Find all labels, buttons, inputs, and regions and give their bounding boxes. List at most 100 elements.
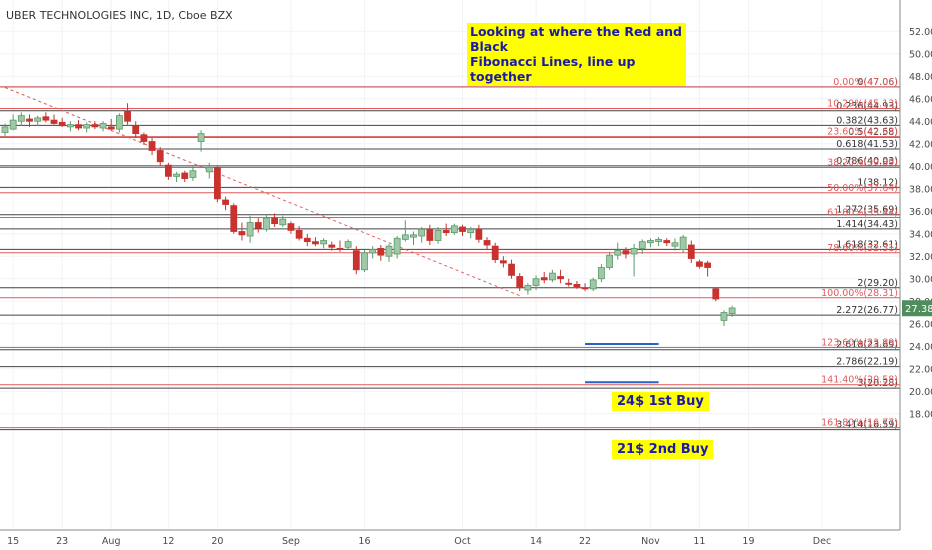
candle-body xyxy=(83,124,91,129)
candle-body xyxy=(557,276,564,280)
x-tick-label: 14 xyxy=(530,536,542,547)
candle-body xyxy=(214,166,221,200)
candle-body xyxy=(393,237,401,255)
grid-lines xyxy=(0,0,900,530)
x-tick-label: 22 xyxy=(579,536,591,547)
candle-body xyxy=(385,245,393,257)
candle-body xyxy=(34,117,42,122)
candle-body xyxy=(483,240,491,246)
black-fib-label: 1.618(32.61) xyxy=(836,239,898,250)
candle-body xyxy=(173,173,180,177)
chart-title: UBER TECHNOLOGIES INC, 1D, Cboe BZX xyxy=(6,9,233,22)
candle-body xyxy=(532,278,540,286)
black-fib-label: 2(29.20) xyxy=(857,278,898,289)
x-tick-label: 20 xyxy=(211,536,223,547)
candle-body xyxy=(352,250,360,271)
candle-body xyxy=(189,170,197,178)
candle-body xyxy=(222,199,229,205)
candle-body xyxy=(91,124,99,128)
current-price-label: 27.38 xyxy=(905,304,932,315)
y-tick-label: 42.00 xyxy=(909,139,932,150)
x-tick-label: Sep xyxy=(282,536,300,547)
y-tick-label: 22.00 xyxy=(909,364,932,375)
candle-body xyxy=(115,115,123,130)
x-tick-label: Aug xyxy=(102,536,121,547)
y-tick-label: 18.00 xyxy=(909,409,932,420)
candle-body xyxy=(467,228,475,234)
y-tick-label: 38.00 xyxy=(909,184,932,195)
candle-body xyxy=(434,229,442,241)
red-fib-label: 0.00%(47.06) xyxy=(833,77,898,88)
candle-body xyxy=(246,222,254,237)
y-tick-label: 44.00 xyxy=(909,117,932,128)
candle-body xyxy=(622,250,630,255)
red-fib-label: 100.00%(28.31) xyxy=(821,288,898,299)
black-fib-label: 0.236(44.93) xyxy=(836,101,898,112)
candle-body xyxy=(548,272,556,281)
candle-body xyxy=(377,247,385,256)
x-tick-label: 23 xyxy=(56,536,68,547)
candle-body xyxy=(156,150,164,163)
black-fib-label: 0.786(40.03) xyxy=(836,156,898,167)
candle-body xyxy=(679,236,687,250)
candle-body xyxy=(540,277,548,281)
candle-body xyxy=(336,247,344,250)
candle-body xyxy=(1,126,9,133)
black-fib-label: 0.382(43.63) xyxy=(836,115,898,126)
y-tick-label: 48.00 xyxy=(909,72,932,83)
red-fib-label: 141.40%(20.58) xyxy=(821,375,898,386)
y-tick-label: 30.00 xyxy=(909,274,932,285)
red-fib-label: 78.60%(32.31) xyxy=(827,243,898,254)
candle-body xyxy=(181,172,189,180)
candle-body xyxy=(524,285,532,291)
candle-body xyxy=(17,115,25,122)
candle-body xyxy=(516,276,524,289)
x-tick-label: 19 xyxy=(742,536,754,547)
candle-body xyxy=(263,217,270,230)
red-fib-label: 123.60%(23.89) xyxy=(821,337,898,348)
y-tick-label: 32.00 xyxy=(909,252,932,263)
candles-group xyxy=(1,103,736,326)
y-tick-label: 40.00 xyxy=(909,162,932,173)
current-price-badge xyxy=(902,300,932,317)
candle-body xyxy=(491,245,499,261)
annotation-note-line2: Fibonacci Lines, line up together xyxy=(470,54,636,84)
candle-body xyxy=(589,279,597,290)
y-tick-label: 20.00 xyxy=(909,387,932,398)
candle-body xyxy=(50,119,58,124)
candle-body xyxy=(344,241,352,248)
candle-body xyxy=(107,126,115,130)
black-fib-label: 0.618(41.53) xyxy=(836,139,898,150)
black-fib-label: 2.618(23.69) xyxy=(836,340,898,351)
x-axis-background xyxy=(0,530,900,550)
candle-body xyxy=(148,141,156,151)
candle-body xyxy=(26,118,33,122)
candle-body xyxy=(687,244,695,259)
candle-body xyxy=(369,249,377,254)
buy-label-2[interactable]: 21$ 2nd Buy xyxy=(612,440,714,459)
candle-body xyxy=(573,283,581,288)
candle-body xyxy=(720,312,728,321)
black-fib-label: 3.414(16.59) xyxy=(836,420,898,431)
red-fib-label: 161.80%(16.77) xyxy=(821,418,898,429)
red-fib-label: 61.80%(35.44) xyxy=(827,208,898,219)
candle-body xyxy=(75,124,82,129)
candle-body xyxy=(312,241,319,245)
candle-body xyxy=(401,234,409,240)
candle-body xyxy=(499,260,507,264)
candle-body xyxy=(450,225,458,234)
buy-label-1[interactable]: 24$ 1st Buy xyxy=(612,392,709,411)
annotation-note[interactable]: Looking at where the Red and Black Fibon… xyxy=(467,23,686,86)
candle-body xyxy=(320,240,328,245)
x-tick-label: Oct xyxy=(454,536,471,547)
y-tick-label: 52.00 xyxy=(909,27,932,38)
candle-body xyxy=(647,240,654,244)
candle-body xyxy=(9,119,17,130)
candle-body xyxy=(279,218,287,226)
candle-body xyxy=(442,229,450,234)
x-tick-label: Dec xyxy=(813,536,831,547)
x-tick-label: 15 xyxy=(7,536,19,547)
candle-body xyxy=(132,125,140,135)
candle-body xyxy=(598,267,605,280)
